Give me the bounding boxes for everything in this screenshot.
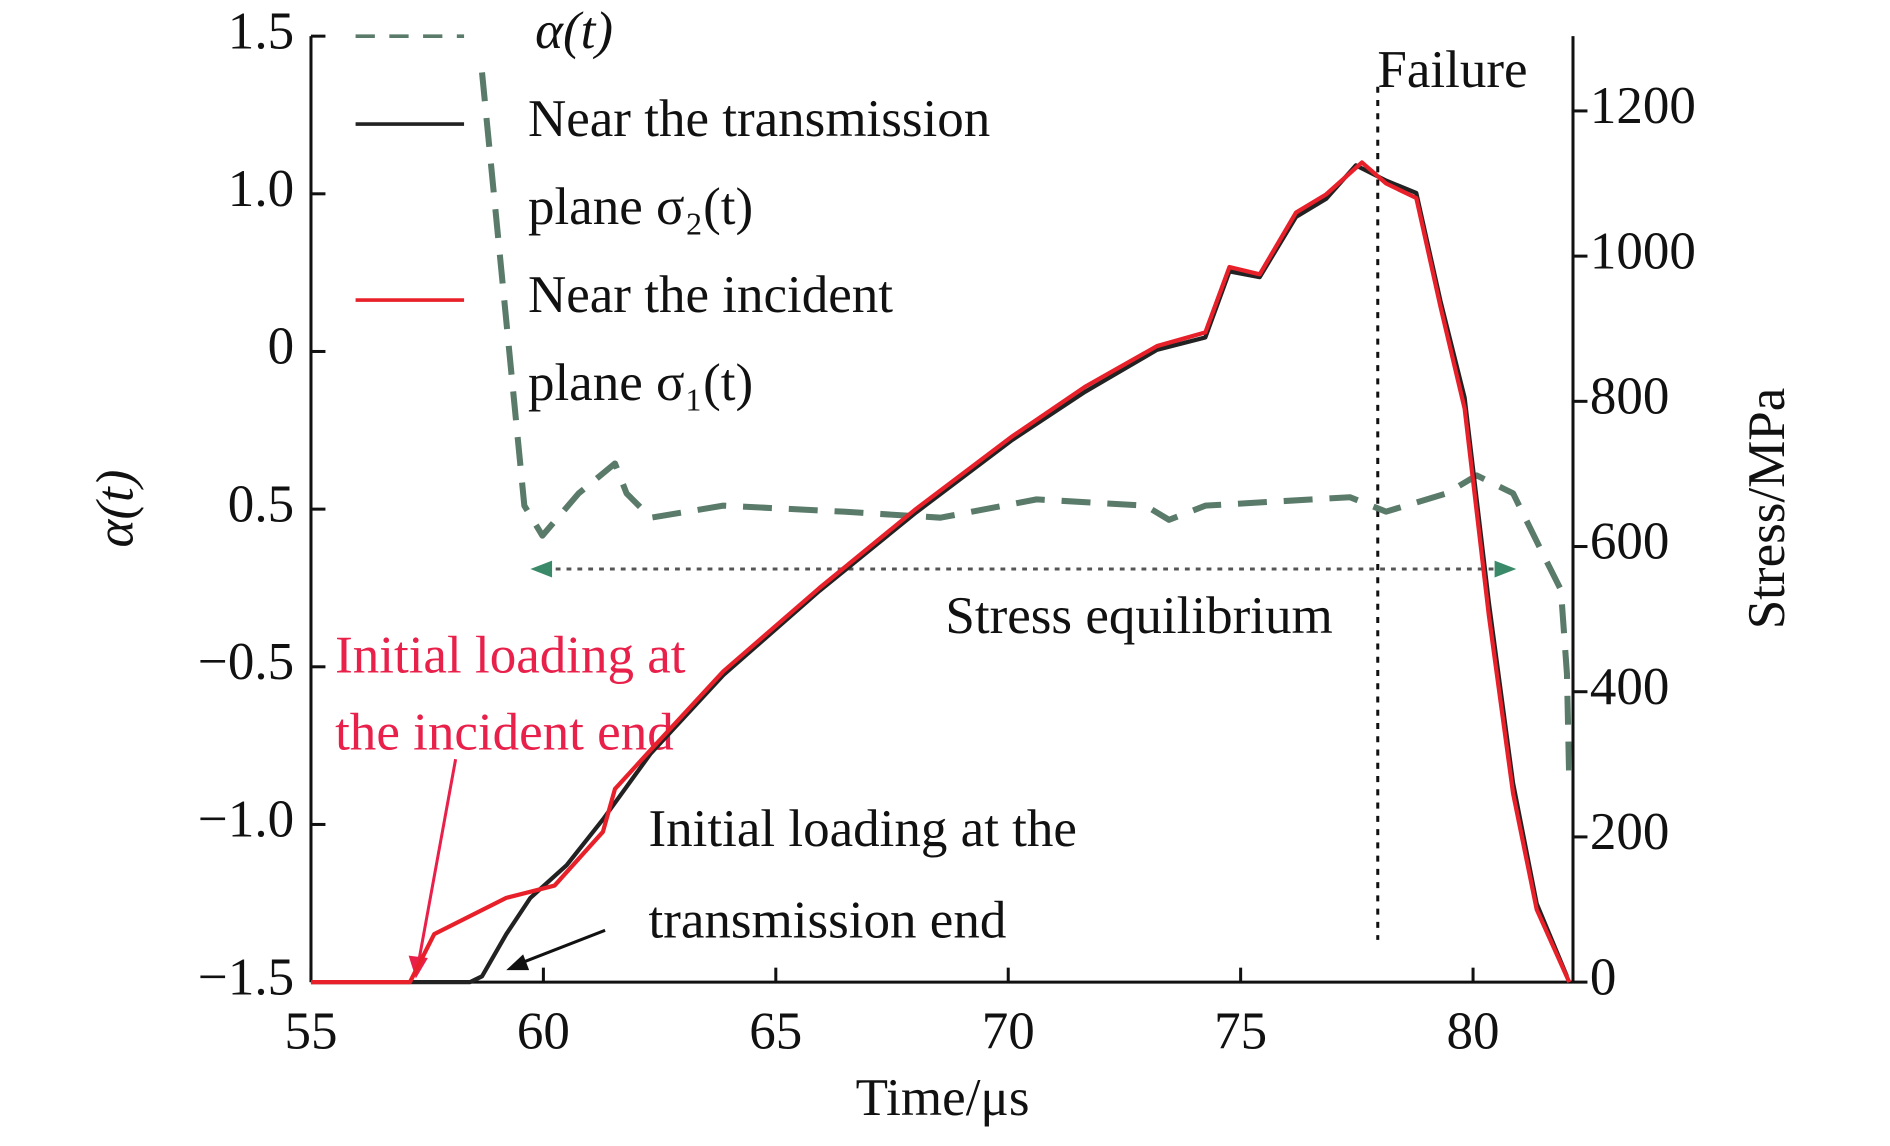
y2-tick-label: 1200 xyxy=(1590,77,1696,135)
arrow-head xyxy=(506,954,530,971)
annotation-line: transmission end xyxy=(648,892,1006,950)
y-tick-label: 1.5 xyxy=(228,2,294,60)
legend-line: plane σ₁(t) xyxy=(528,354,753,412)
y2-tick-label: 400 xyxy=(1590,658,1670,716)
annotation-arrow xyxy=(416,758,458,965)
x-tick-label: 75 xyxy=(1214,1003,1267,1061)
legend-line: Near the transmission xyxy=(528,90,990,148)
y-axis-label: α(t) xyxy=(87,470,145,548)
legend-line: Near the incident xyxy=(528,266,893,324)
x-tick-label: 55 xyxy=(284,1003,337,1061)
y-tick-label: 1.0 xyxy=(228,160,294,218)
x-tick-label: 80 xyxy=(1447,1003,1500,1061)
legend-label: Near the incident plane σ₁(t) xyxy=(528,266,893,412)
y2-tick-label: 600 xyxy=(1590,513,1670,571)
y2-tick-label: 200 xyxy=(1590,803,1670,861)
y2-tick-label: 0 xyxy=(1590,948,1617,1006)
annotation-line: Initial loading at the xyxy=(648,800,1076,858)
arrow-head xyxy=(1494,560,1517,578)
y-tick-label: 0 xyxy=(268,318,295,376)
annotation-incident: Initial loading at the incident end xyxy=(335,627,686,762)
legend-line: α(t) xyxy=(535,2,613,60)
x-tick-label: 60 xyxy=(517,1003,570,1061)
legend-label: α(t) xyxy=(535,2,613,60)
x-tick-label: 70 xyxy=(982,1003,1035,1061)
y2-tick-label: 800 xyxy=(1590,367,1670,425)
y2-axis-label: Stress/MPa xyxy=(1738,388,1796,630)
arrow-head xyxy=(530,560,553,578)
annotation-line: Initial loading at xyxy=(335,627,686,685)
y2-tick-label: 1000 xyxy=(1590,222,1696,280)
annotation-arrow xyxy=(517,928,606,966)
annotation-transmission: Initial loading at the transmission end xyxy=(648,800,1076,950)
series-line xyxy=(479,72,1573,783)
series-line xyxy=(310,160,1572,985)
x-axis-label: Time/μs xyxy=(856,1069,1030,1127)
y-tick-label: −1.5 xyxy=(198,948,294,1006)
failure-label: Failure xyxy=(1377,41,1527,99)
y-tick-label: −0.5 xyxy=(198,633,294,691)
legend-line: plane σ₂(t) xyxy=(528,178,753,236)
equilibrium-label: Stress equilibrium xyxy=(945,587,1332,645)
x-tick-label: 65 xyxy=(749,1003,802,1061)
y-tick-label: 0.5 xyxy=(228,475,294,533)
legend-label: Near the transmission plane σ₂(t) xyxy=(528,90,990,236)
y-tick-label: −1.0 xyxy=(198,791,294,849)
annotation-line: the incident end xyxy=(335,704,674,762)
